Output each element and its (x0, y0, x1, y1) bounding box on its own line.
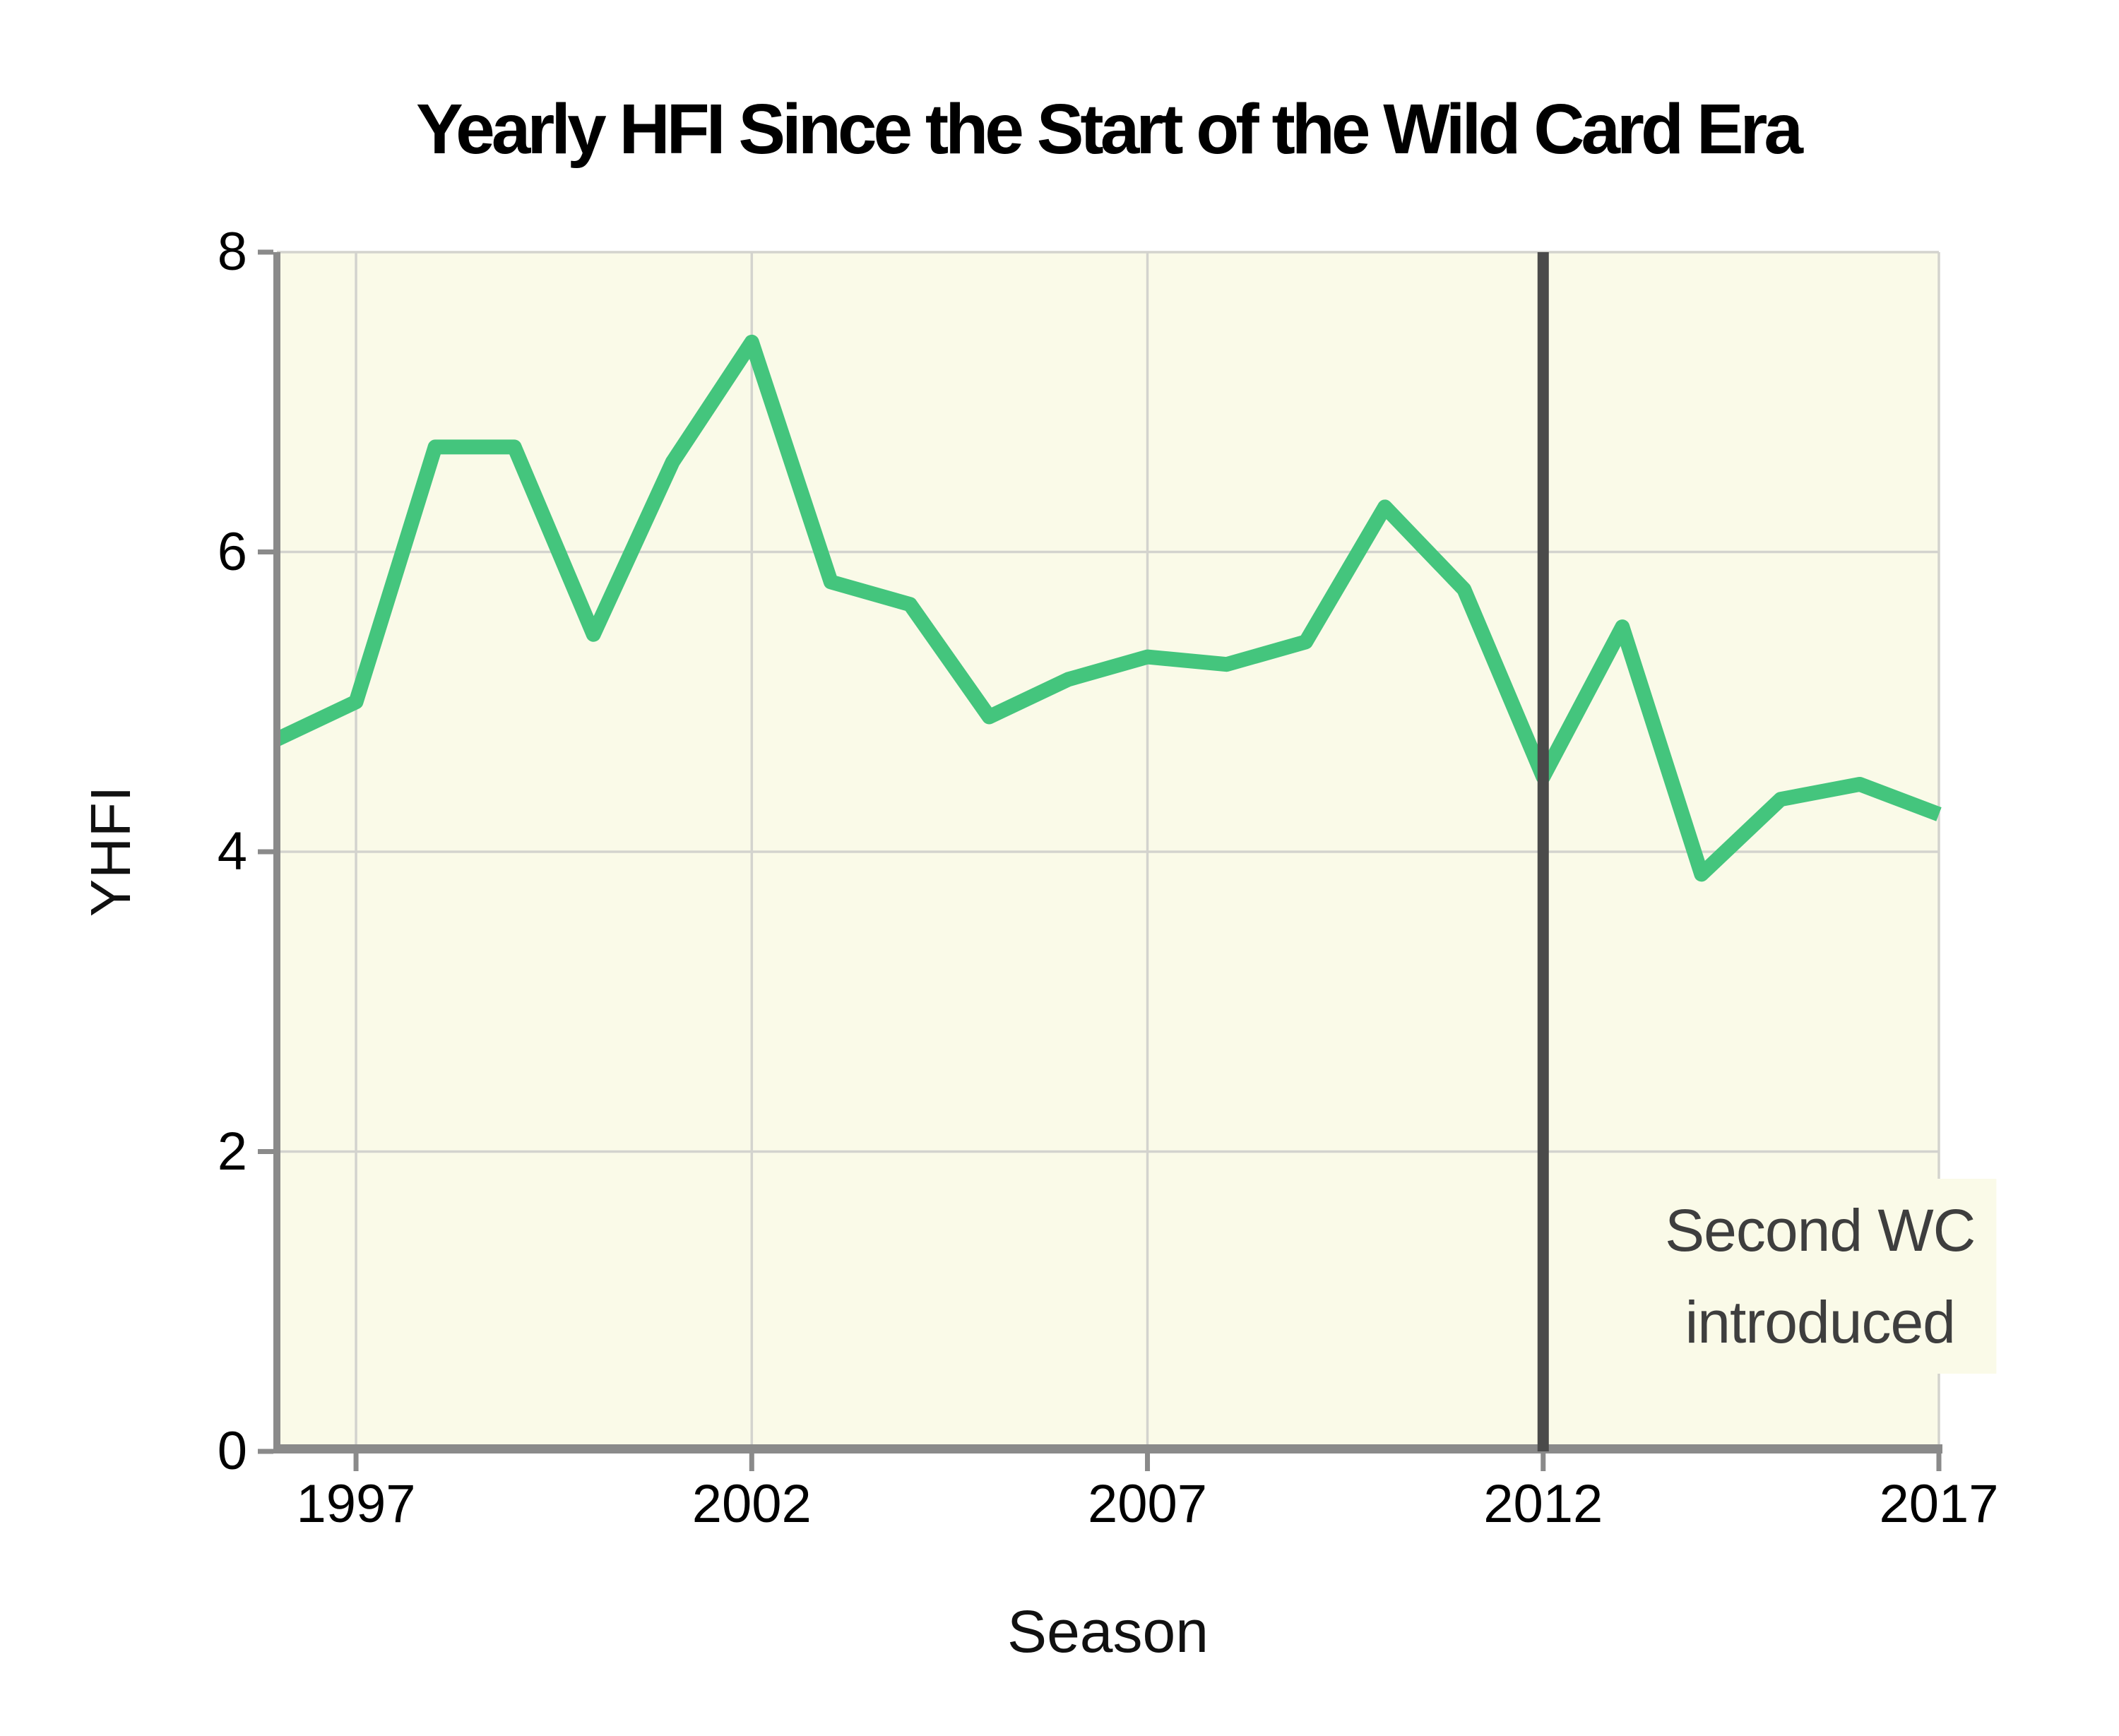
y-tick-label: 8 (217, 222, 247, 282)
x-tick-label: 1997 (296, 1474, 416, 1534)
x-tick-label: 2012 (1483, 1474, 1603, 1534)
annotation-line-1: Second WC (1665, 1197, 1976, 1264)
x-tick-label: 2007 (1087, 1474, 1208, 1534)
data-line (273, 334, 1942, 882)
y-tick-label: 2 (217, 1121, 247, 1182)
y-tick-label: 0 (217, 1421, 247, 1481)
y-axis-title: YHFI (79, 785, 142, 917)
x-axis-title: Season (1007, 1598, 1209, 1665)
chart-title: Yearly HFI Since the Start of the Wild C… (415, 90, 1803, 169)
x-tick-label: 2002 (692, 1474, 812, 1534)
chart-svg (258, 249, 1942, 1471)
axis-line-x (273, 1444, 1942, 1453)
annotation-label: Second WC introduced (1644, 1179, 1997, 1374)
x-tick-label: 2017 (1879, 1474, 1999, 1534)
annotation-line-2: introduced (1685, 1289, 1956, 1356)
y-tick-label: 4 (217, 821, 247, 881)
axis-line-y (273, 252, 280, 1453)
y-tick-label: 6 (217, 521, 247, 582)
plot-panel: Second WC introduced (258, 249, 1997, 1471)
